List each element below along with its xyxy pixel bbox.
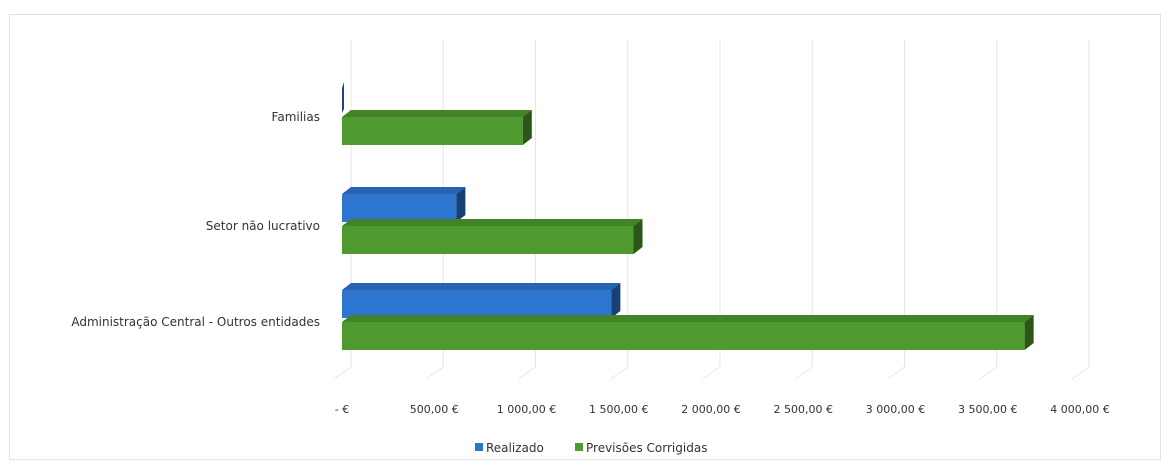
- x-tick-label: 4 000,00 €: [1050, 403, 1109, 416]
- floor-line: [333, 366, 352, 380]
- x-tick-label: 2 500,00 €: [774, 403, 833, 416]
- floor-line: [794, 366, 813, 380]
- x-tick-labels: - € 500,00 € 1 000,00 € 1 500,00 € 2 000,00 …: [335, 403, 1110, 416]
- bar-realizado: [342, 283, 621, 318]
- bar-realizado: [342, 82, 344, 113]
- legend-label: Realizado: [486, 441, 544, 455]
- x-tick-label: 3 000,00 €: [866, 403, 925, 416]
- floor-line: [518, 366, 536, 380]
- category-label: Familias: [272, 110, 320, 124]
- x-tick-label: - €: [335, 403, 349, 416]
- category-label: Administração Central - Outros entidades: [71, 315, 320, 329]
- bar-realizado: [342, 187, 466, 222]
- legend-swatch: [575, 443, 583, 451]
- x-tick-label: 1 500,00 €: [589, 403, 648, 416]
- x-tick-label: 2 000,00 €: [681, 403, 740, 416]
- bars: [342, 82, 1034, 350]
- bar-previsoes: [342, 315, 1034, 350]
- floor-line: [1071, 366, 1090, 380]
- legend-label: Previsões Corrigidas: [586, 441, 707, 455]
- floor-line: [702, 366, 721, 380]
- legend-swatch: [475, 443, 483, 451]
- legend-item: Realizado: [475, 441, 544, 455]
- category-label: Setor não lucrativo: [206, 219, 320, 233]
- x-tick-label: 1 000,00 €: [497, 403, 556, 416]
- floor-line: [979, 366, 998, 380]
- floor-line: [610, 366, 629, 380]
- x-tick-label: 500,00 €: [410, 403, 459, 416]
- floor-line: [425, 366, 444, 380]
- legend: Realizado Previsões Corrigidas: [475, 441, 707, 455]
- category-labels: Familias Setor não lucrativo Administração…: [71, 110, 320, 329]
- bar-previsoes: [342, 219, 643, 254]
- x-tick-label: 3 500,00 €: [958, 403, 1017, 416]
- bar-previsoes: [342, 110, 532, 145]
- floor-line: [887, 366, 905, 380]
- legend-item: Previsões Corrigidas: [575, 441, 707, 455]
